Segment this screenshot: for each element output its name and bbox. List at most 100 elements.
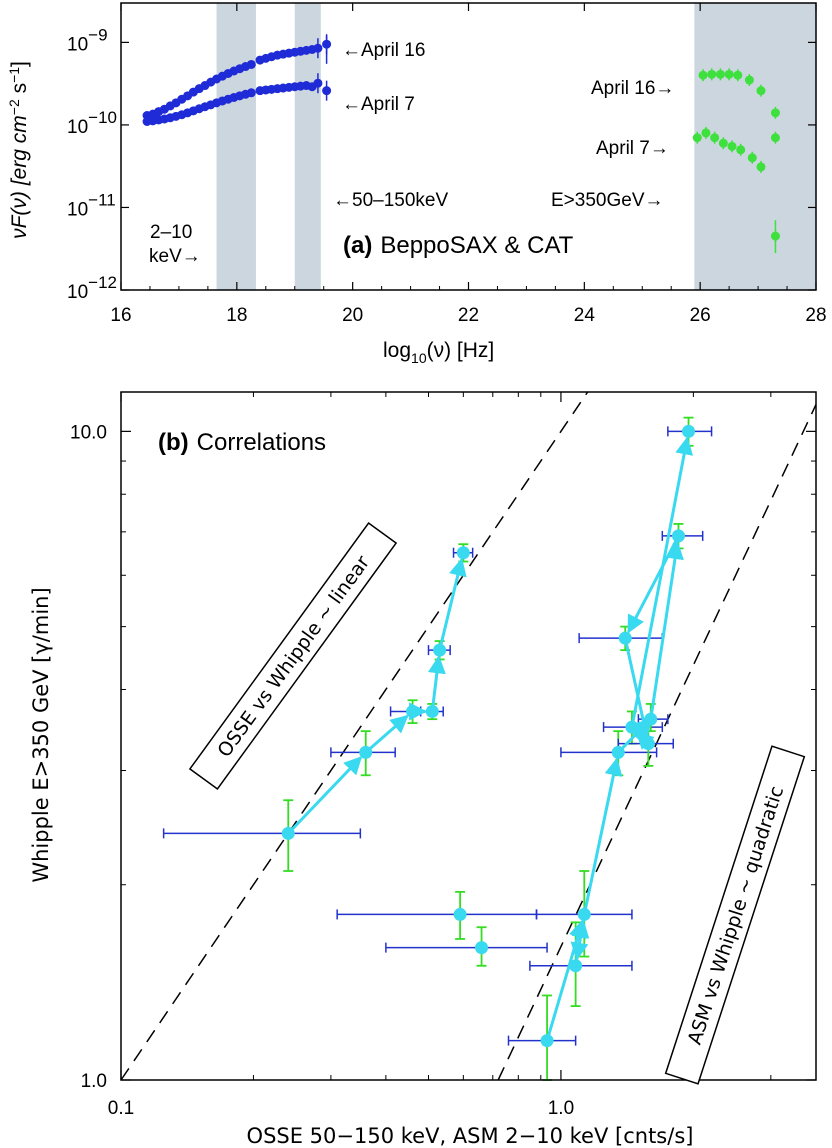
- annotation-xray-april16: ←April 16: [342, 40, 425, 61]
- series-1: [142, 73, 332, 127]
- panel-b-ticks: 0.1 1.01.010.0: [70, 392, 816, 1119]
- panel-a-ticks: 16 18 20 22 24 26 28 10−9 10−10 10−11 10−12: [67, 3, 827, 326]
- asm-point: [641, 737, 655, 751]
- annotation-tev-april16: April 16→: [591, 78, 674, 99]
- panel-a: 16 18 20 22 24 26 28 10−9 10−10 10−11 10−12 νF(ν) …: [6, 2, 827, 366]
- shaded-band-1: [216, 3, 256, 290]
- panel-a-xlabel: log10(ν) [Hz]: [383, 339, 494, 366]
- asm-arrow: [623, 637, 653, 739]
- osse-point: [475, 941, 489, 955]
- linear-trend-line: [120, 391, 589, 1081]
- asm-point: [671, 529, 685, 543]
- y-tick-label: 10−10: [67, 108, 117, 138]
- x-tick-label: 26: [690, 305, 711, 326]
- panel-b-arrow-paths: [287, 436, 694, 1042]
- data-point: [710, 133, 720, 143]
- asm-arrow: [630, 436, 694, 728]
- quadratic-label-box: ASM vs Whipple ~ quadratic: [664, 745, 806, 1085]
- osse-point: [433, 643, 447, 657]
- x-tick-label: 20: [342, 305, 363, 326]
- x-tick-label: 24: [574, 305, 596, 326]
- panel-b-xlabel: OSSE 50−150 keV, ASM 2−10 keV [cnts/s]: [247, 1124, 694, 1148]
- data-point: [756, 86, 766, 96]
- panel-b-title: (b) Correlations: [158, 429, 326, 456]
- y-tick-label: 10−9: [67, 25, 108, 55]
- data-point: [736, 145, 746, 155]
- x-tick-label: 22: [458, 305, 479, 326]
- panel-b-trend-lines: [120, 391, 817, 1081]
- panel-a-series: [142, 34, 780, 254]
- osse-arrow: [427, 655, 446, 712]
- osse-arrow: [438, 557, 467, 651]
- asm-point: [577, 907, 591, 921]
- y-tick-label: 10.0: [70, 422, 107, 443]
- panel-b-ylabel: Whipple E>350 GeV [γ/min]: [29, 587, 53, 882]
- data-point: [246, 88, 256, 98]
- osse-arrow: [287, 756, 363, 835]
- data-point: [715, 69, 725, 79]
- y-tick-label: 10−11: [67, 190, 116, 220]
- y-tick-label: 1.0: [81, 1071, 107, 1092]
- quadratic-label: ASM vs Whipple ~ quadratic: [684, 783, 788, 1047]
- data-point: [313, 78, 323, 88]
- asm-point: [625, 720, 639, 734]
- annotation-asm-line1: 2–10: [150, 222, 192, 243]
- panel-a-title: (a) BeppoSAX & CAT: [343, 232, 574, 259]
- data-point: [701, 128, 711, 138]
- linear-label: OSSE vs Whipple ~ linear: [213, 552, 374, 762]
- asm-arrow: [571, 919, 590, 967]
- osse-point: [359, 745, 373, 759]
- asm-point: [569, 959, 583, 973]
- x-tick-label: 18: [226, 305, 247, 326]
- osse-point: [425, 704, 439, 718]
- panel-b: 0.1 1.01.010.0 (b) Correlations Whipple E>…: [29, 391, 817, 1148]
- osse-point: [456, 546, 470, 560]
- osse-point: [453, 907, 467, 921]
- annotation-asm-line2: keV→: [149, 246, 201, 267]
- panel-a-ylabel: νF(ν) [erg cm−2 s−1]: [6, 61, 31, 239]
- series-2: [698, 68, 780, 119]
- data-point: [718, 138, 728, 148]
- x-tick-label: 28: [805, 305, 826, 326]
- y-tick-label: 10−12: [67, 273, 117, 303]
- x-tick-label: 1.0: [548, 1098, 574, 1119]
- data-point: [744, 75, 754, 85]
- asm-point: [540, 1034, 554, 1048]
- osse-point: [406, 704, 420, 718]
- x-tick-label: 16: [110, 305, 131, 326]
- panel-b-frame: [120, 391, 817, 1081]
- osse-arrow: [364, 714, 409, 754]
- shaded-band-3: [694, 3, 816, 290]
- quadratic-trend-line: [497, 404, 817, 1081]
- series-3: [692, 126, 780, 173]
- asm-point: [618, 631, 632, 645]
- data-point: [727, 141, 737, 151]
- data-point: [313, 43, 323, 53]
- asm-arrow: [649, 541, 684, 720]
- annotation-osse-band: ←50–150keV: [333, 190, 448, 211]
- asm-arrow: [545, 919, 587, 1042]
- data-point: [756, 162, 766, 172]
- osse-point: [281, 826, 295, 840]
- panel-b-points: [281, 424, 696, 1048]
- data-point: [707, 69, 717, 79]
- data-point: [770, 108, 780, 118]
- data-point: [692, 133, 702, 143]
- asm-arrow: [582, 757, 623, 915]
- data-point: [770, 133, 780, 143]
- data-point: [724, 69, 734, 79]
- x-tick-label: 0.1: [108, 1098, 134, 1119]
- asm-arrow: [627, 535, 680, 634]
- data-point: [698, 70, 708, 80]
- annotation-xray-april7: ←April 7: [342, 94, 415, 115]
- data-point: [246, 59, 256, 69]
- data-point: [733, 70, 743, 80]
- annotation-cat-energy: E>350GeV→: [551, 190, 664, 211]
- data-point: [322, 86, 332, 96]
- asm-point: [611, 745, 625, 759]
- data-point: [747, 153, 757, 163]
- annotation-tev-april7: April 7→: [596, 138, 669, 159]
- asm-point: [682, 424, 696, 438]
- asm-point: [644, 712, 658, 726]
